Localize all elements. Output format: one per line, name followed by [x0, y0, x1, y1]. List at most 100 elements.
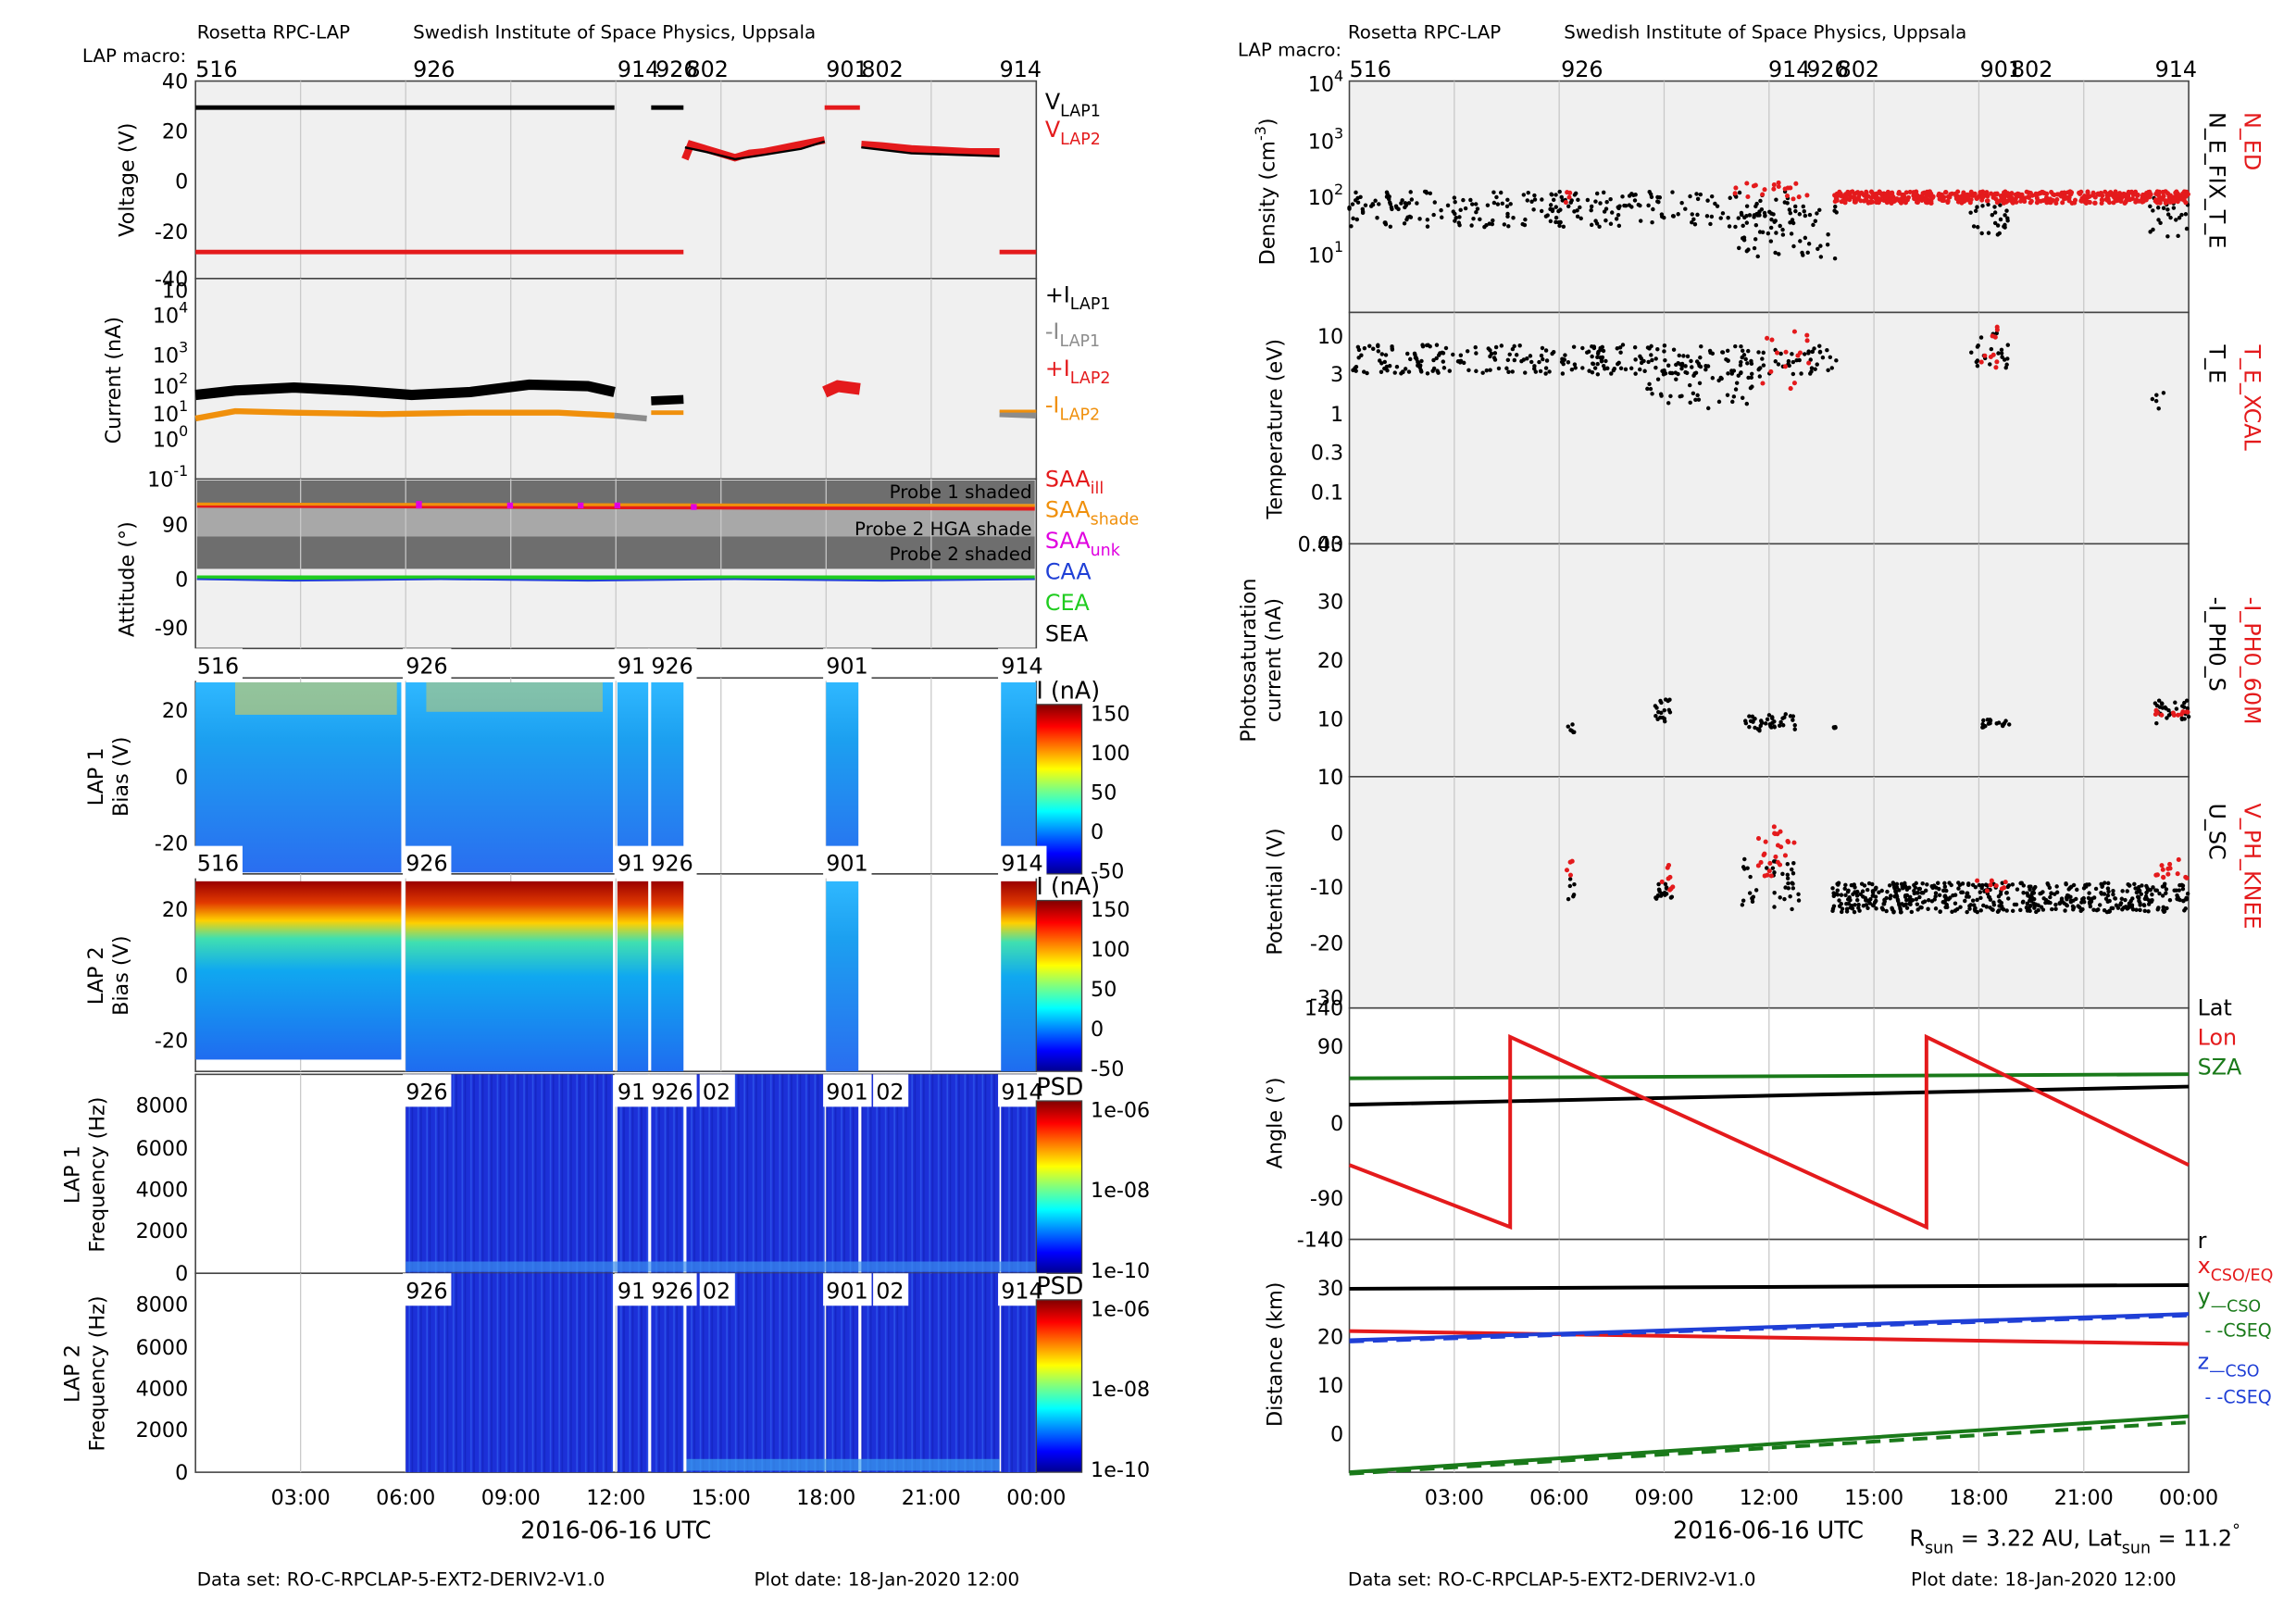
data-point: [1884, 200, 1890, 206]
data-point: [1834, 198, 1840, 204]
data-point: [1566, 360, 1571, 365]
data-point: [1736, 373, 1741, 378]
data-point: [1755, 863, 1761, 868]
legend-name: y: [2198, 1284, 2211, 1310]
legend-name: -I: [1045, 393, 1060, 418]
data-point: [1690, 365, 1694, 369]
data-point: [1557, 223, 1562, 229]
legend-item-1: N_E_FIX_T_E: [2203, 112, 2229, 248]
data-point: [1816, 246, 1820, 252]
data-point: [2003, 880, 2008, 885]
data-point: [1772, 870, 1777, 875]
data-point: [1347, 205, 1352, 210]
data-point: [1554, 219, 1558, 225]
data-point: [1354, 364, 1359, 369]
data-point: [2006, 883, 2012, 888]
data-point: [1453, 199, 1457, 205]
data-point: [2127, 903, 2132, 907]
data-point: [1791, 718, 1795, 722]
block-label-3: 02: [703, 1278, 730, 1304]
lap1-freq-lowband: [406, 1261, 1037, 1272]
data-point: [1453, 219, 1457, 223]
data-point: [1804, 338, 1810, 344]
data-point: [1994, 331, 1999, 336]
data-point: [1370, 202, 1375, 206]
data-point: [2085, 190, 2090, 195]
data-point: [1968, 210, 1973, 215]
data-point: [1379, 369, 1384, 374]
data-point: [2053, 902, 2058, 907]
data-point: [1864, 191, 1869, 196]
data-point: [1942, 881, 1947, 886]
data-point: [1914, 881, 1918, 886]
data-point: [1772, 905, 1777, 909]
data-point: [1933, 893, 1938, 899]
data-point: [1390, 346, 1394, 351]
data-point: [1950, 909, 1954, 915]
data-point: [1937, 893, 1942, 898]
data-point: [2069, 884, 2074, 890]
data-point: [1502, 222, 1507, 227]
colorbar-tick-0: 150: [1091, 898, 1129, 922]
data-point: [1968, 193, 1974, 198]
data-point: [1760, 192, 1766, 197]
data-point: [1973, 208, 1978, 214]
legend-sub: —CSO: [2211, 1298, 2261, 1317]
ytick-4: -140: [1297, 1229, 1343, 1253]
data-point: [2130, 896, 2135, 901]
data-point: [2151, 885, 2155, 890]
data-point: [1602, 209, 1607, 214]
data-point: [1392, 370, 1397, 375]
data-point: [2002, 720, 2007, 726]
ylabel-line-0: LAP 1: [61, 1145, 85, 1204]
data-point: [1731, 394, 1737, 399]
data-point: [1993, 365, 1999, 370]
data-point: [1837, 898, 1841, 903]
data-point: [1405, 351, 1410, 356]
data-point: [1996, 720, 2002, 725]
data-point: [1428, 191, 1433, 196]
data-point: [1473, 344, 1478, 350]
data-point: [1999, 347, 2004, 353]
xtick-left-1: 06:00: [376, 1486, 435, 1510]
lap1-bias-block-2: [406, 681, 614, 873]
data-point: [2180, 886, 2186, 892]
data-point: [1377, 358, 1382, 363]
block-label-bg-4: [823, 1273, 872, 1306]
block-label-3: 926: [651, 851, 693, 877]
data-point: [1639, 360, 1644, 366]
data-point: [1458, 207, 1463, 213]
data-point: [1958, 905, 1963, 909]
data-point: [1753, 717, 1757, 721]
data-point: [1943, 190, 1949, 195]
data-point: [1996, 908, 2002, 913]
data-point: [1594, 191, 1600, 196]
data-point: [1595, 351, 1601, 356]
data-point: [1866, 200, 1871, 206]
block-label-4: 901: [826, 1079, 867, 1105]
data-point: [1769, 337, 1775, 343]
data-point: [1663, 881, 1668, 887]
ytick-exp: -1: [173, 462, 188, 480]
data-point: [1980, 882, 1985, 888]
data-point: [1633, 371, 1638, 376]
data-point: [1475, 206, 1480, 211]
ylabel-line-0: Angle (°): [1263, 1077, 1287, 1168]
data-point: [2087, 882, 2091, 887]
data-point: [1585, 197, 1591, 203]
data-point: [1670, 214, 1676, 219]
data-point: [1559, 194, 1564, 200]
ytick-base: 10: [147, 468, 173, 492]
colorbar-label: I (nA): [1036, 676, 1100, 704]
data-point: [1594, 221, 1600, 226]
potential-ylabel: Potential (V): [1263, 828, 1287, 955]
data-point: [2153, 888, 2158, 893]
xtick-left-2: 09:00: [481, 1486, 541, 1510]
data-point: [2181, 705, 2187, 709]
block-label-bg-0: [193, 845, 243, 879]
